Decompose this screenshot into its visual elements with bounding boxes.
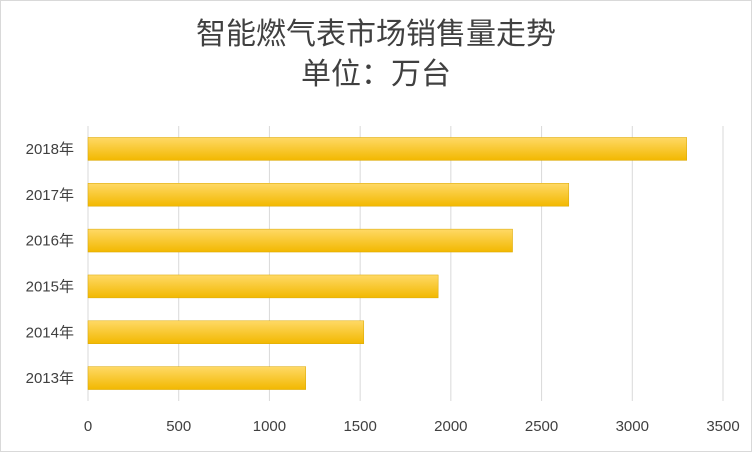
bar [87, 228, 513, 253]
x-tick-label: 2000 [434, 418, 467, 435]
bar [87, 320, 365, 344]
x-tick-label: 1500 [343, 418, 376, 435]
x-tick-label: 500 [166, 418, 191, 435]
bar [87, 366, 306, 390]
x-tick-label: 3500 [706, 418, 739, 435]
category-label: 2015年 [26, 278, 74, 295]
x-tick-label: 0 [84, 418, 92, 435]
category-label: 2013年 [26, 370, 74, 387]
chart-title-block: 智能燃气表市场销售量走势 单位：万台 [1, 15, 751, 95]
x-tick-labels: 0 500 1000 1500 2000 2500 3000 3500 [84, 418, 740, 435]
x-tick-label: 2500 [525, 418, 558, 435]
x-tick-label: 1000 [253, 418, 286, 435]
chart-title: 智能燃气表市场销售量走势 [196, 17, 556, 52]
chart-subtitle: 单位：万台 [301, 57, 451, 92]
bars [87, 137, 687, 390]
bar [87, 137, 687, 161]
gridlines [87, 126, 724, 401]
category-label: 2017年 [26, 187, 74, 204]
bar [87, 183, 570, 207]
x-tick-label: 3000 [616, 418, 649, 435]
category-label: 2014年 [26, 324, 74, 341]
bar [87, 274, 439, 299]
category-label: 2018年 [26, 141, 74, 158]
category-label: 2016年 [26, 233, 74, 250]
category-labels: 2013年 2014年 2015年 2016年 2017年 2018年 [26, 141, 74, 387]
